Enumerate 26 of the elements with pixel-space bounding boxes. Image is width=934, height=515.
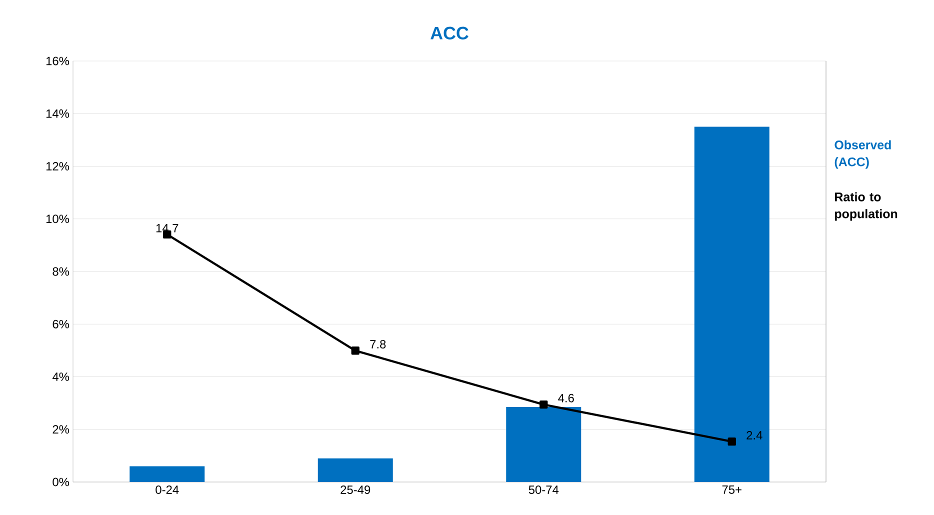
y-tick-label: 16% xyxy=(46,56,70,66)
data-label: 2.4 xyxy=(746,431,762,440)
bar xyxy=(318,458,393,482)
text: Observed (ACC) xyxy=(834,140,891,169)
point xyxy=(351,346,360,355)
y-tick-label: 2% xyxy=(52,425,70,434)
y-tick-label: 14% xyxy=(46,109,70,118)
x-tick-label: 50-74 xyxy=(528,486,559,494)
y-tick-label: 6% xyxy=(52,320,70,328)
text: Ratio to population xyxy=(835,192,898,221)
bar xyxy=(506,407,582,482)
x-tick-label: 75+ xyxy=(722,486,742,494)
data-label: 7.8 xyxy=(370,340,386,348)
y-tick-label: 10% xyxy=(46,214,70,224)
bar xyxy=(130,466,205,482)
y-tick-label: 12% xyxy=(46,162,70,170)
point xyxy=(540,400,548,409)
y-tick-label: 8% xyxy=(52,267,70,276)
y-tick-label: 4% xyxy=(52,372,70,381)
y-tick-label: 0% xyxy=(52,478,70,486)
chart-title: ACC xyxy=(430,26,468,40)
point xyxy=(728,438,736,446)
data-label: 4.6 xyxy=(558,394,574,402)
x-tick-label: 0-24 xyxy=(156,486,179,494)
bar xyxy=(694,126,770,482)
x-tick-label: 25-49 xyxy=(340,486,370,494)
